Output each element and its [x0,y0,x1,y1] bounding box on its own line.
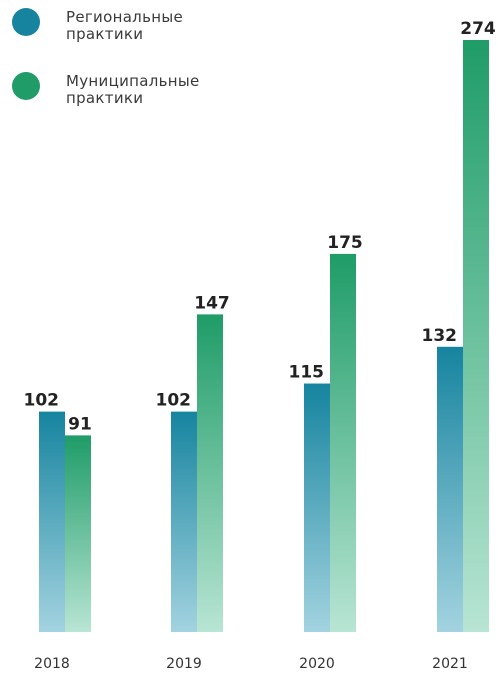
bar-regional-2020 [304,383,330,632]
value-label-regional-2019: 102 [156,391,192,411]
x-tick-label-2021: 2021 [432,656,468,672]
legend-swatch-municipal [12,72,40,100]
bar-regional-2018 [39,411,65,632]
x-tick-label-2020: 2020 [299,656,335,672]
x-tick-label-2018: 2018 [34,656,70,672]
bar-regional-2021 [437,346,463,632]
value-label-municipal-2019: 147 [194,293,230,313]
value-label-regional-2020: 115 [289,363,325,383]
bar-regional-2019 [171,411,197,632]
value-label-regional-2021: 132 [422,326,458,346]
bar-municipal-2020 [330,253,356,632]
value-label-regional-2018: 102 [24,391,60,411]
legend-swatch-regional [12,8,40,36]
legend-label-municipal: Муниципальные практики [66,72,200,107]
bar-municipal-2021 [463,40,489,632]
legend-label-regional: Региональные практики [66,8,183,43]
bar-municipal-2018 [65,435,91,632]
value-label-municipal-2021: 274 [460,19,496,39]
bar-municipal-2019 [197,314,223,632]
value-label-municipal-2020: 175 [327,233,363,253]
x-tick-label-2019: 2019 [166,656,202,672]
value-label-municipal-2018: 91 [68,414,92,434]
